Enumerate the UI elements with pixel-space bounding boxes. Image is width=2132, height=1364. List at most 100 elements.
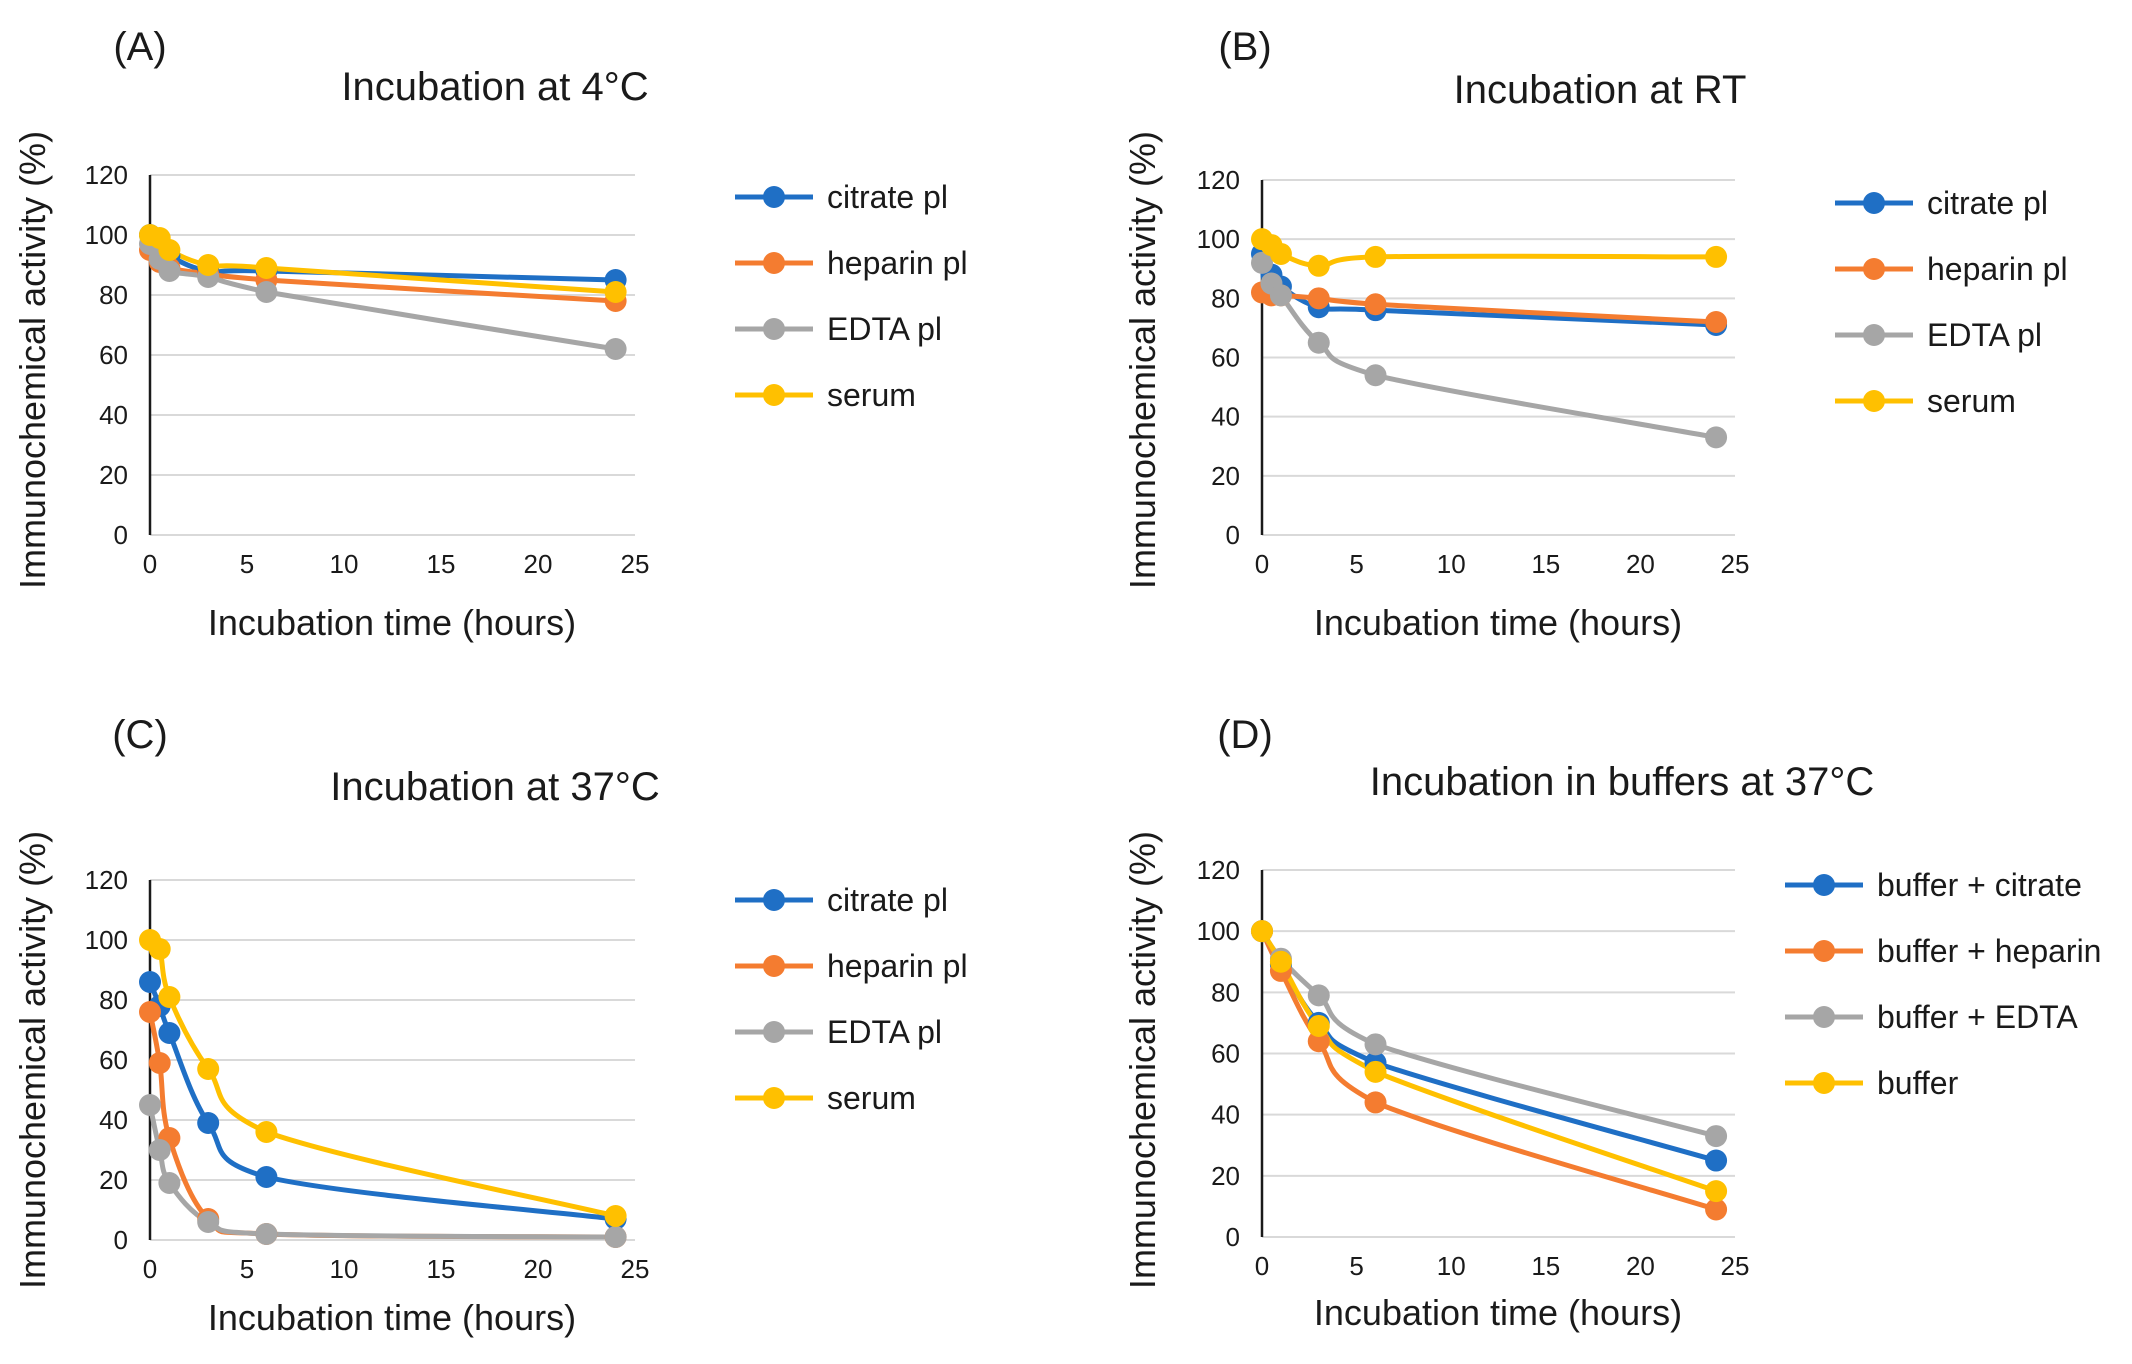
x-tick-label: 20 [524, 1254, 553, 1284]
legend-label: citrate pl [827, 882, 948, 918]
y-tick-label: 60 [99, 340, 128, 370]
data-point-serum [255, 257, 278, 279]
data-point-serum [148, 938, 171, 960]
data-point-heparin-pl [1364, 293, 1387, 316]
legend-swatch-marker [1813, 1006, 1835, 1028]
chart-title: Incubation in buffers at 37°C [1370, 760, 1874, 804]
data-point-edta-pl [1307, 331, 1330, 354]
legend-label: buffer [1877, 1065, 1959, 1101]
data-point-serum [158, 986, 181, 1008]
x-tick-label: 25 [1721, 1251, 1750, 1281]
x-tick-label: 0 [143, 1254, 157, 1284]
data-point-serum [255, 1121, 278, 1143]
data-point-heparin-pl [1307, 287, 1330, 310]
data-point-edta-pl [1251, 251, 1273, 274]
legend-swatch-marker [763, 889, 785, 911]
y-tick-label: 20 [99, 460, 128, 490]
legend-label: citrate pl [1927, 185, 2048, 221]
data-point-edta-pl [158, 260, 181, 282]
data-point-buffer-edta [1307, 984, 1330, 1007]
y-tick-label: 60 [1211, 1039, 1240, 1069]
legend-label: citrate pl [827, 179, 948, 215]
chart-title: Incubation at 4°C [341, 65, 648, 109]
legend-swatch-marker [1863, 258, 1885, 280]
y-tick-label: 20 [1211, 1161, 1240, 1191]
legend-swatch-marker [763, 252, 785, 274]
series-line-serum [148, 937, 617, 1219]
legend-label: EDTA pl [827, 1014, 942, 1050]
panel-d: (D) Incubation in buffers at 37°C 0 20 40 60 8… [1122, 713, 2101, 1333]
y-tick-label: 100 [85, 220, 128, 250]
data-point-buffer [1307, 1014, 1330, 1037]
x-axis-label: Incubation time (hours) [1314, 602, 1682, 643]
y-axis-label: Immunochemical activity (%) [12, 131, 53, 589]
data-point-buffer [1251, 920, 1273, 943]
chart-title: Incubation at 37°C [330, 765, 660, 809]
data-point-buffer [1705, 1180, 1728, 1203]
y-tick-label: 80 [99, 985, 128, 1015]
data-point-edta-pl [148, 1139, 171, 1161]
data-point-edta-pl [1269, 284, 1292, 307]
data-point-edta-pl [255, 281, 278, 303]
data-point-buffer-citrate [1705, 1149, 1728, 1172]
x-tick-label: 5 [1349, 1251, 1363, 1281]
series-line-edta-pl [1259, 261, 1717, 440]
legend-swatch-marker [1813, 874, 1835, 896]
data-point-serum [604, 1205, 627, 1227]
data-point-serum [1364, 245, 1387, 268]
series-line-serum [1260, 237, 1717, 269]
y-tick-label: 120 [85, 160, 128, 190]
y-tick-label: 60 [1211, 343, 1240, 373]
data-point-serum [197, 254, 220, 276]
legend-swatch-marker [1863, 192, 1885, 214]
x-tick-label: 15 [427, 1254, 456, 1284]
y-tick-label: 120 [1197, 165, 1240, 195]
data-point-citrate-pl [139, 971, 161, 993]
y-tick-label: 20 [1211, 461, 1240, 491]
y-tick-label: 20 [99, 1165, 128, 1195]
legend-label: buffer + citrate [1877, 867, 2082, 903]
x-axis-label: Incubation time (hours) [208, 602, 576, 643]
panel-label: (A) [113, 25, 166, 69]
y-axis-label: Immunochemical activity (%) [1122, 131, 1163, 589]
x-tick-label: 10 [1437, 1251, 1466, 1281]
legend-swatch-marker [763, 384, 785, 406]
y-tick-label: 120 [85, 865, 128, 895]
x-tick-label: 25 [621, 549, 650, 579]
y-tick-label: 40 [1211, 402, 1240, 432]
legend-label: buffer + EDTA [1877, 999, 2078, 1035]
series-line-serum [149, 232, 616, 295]
y-tick-label: 80 [1211, 283, 1240, 313]
y-tick-label: 0 [1226, 520, 1240, 550]
data-point-edta-pl [158, 1172, 181, 1194]
data-point-citrate-pl [197, 1112, 220, 1134]
x-axis-label: Incubation time (hours) [1314, 1292, 1682, 1333]
legend-label: heparin pl [827, 245, 968, 281]
data-point-citrate-pl [255, 1166, 278, 1188]
data-point-buffer-heparin [1705, 1198, 1728, 1221]
data-point-edta-pl [1364, 364, 1387, 387]
y-axis-label: Immunochemical activity (%) [1122, 831, 1163, 1289]
y-tick-label: 100 [1197, 224, 1240, 254]
y-tick-label: 120 [1197, 855, 1240, 885]
x-tick-label: 15 [1531, 1251, 1560, 1281]
legend-swatch-marker [763, 1087, 785, 1109]
y-axis-label: Immunochemical activity (%) [12, 831, 53, 1289]
data-point-buffer-heparin [1364, 1091, 1387, 1114]
y-tick-label: 0 [114, 520, 128, 550]
y-tick-label: 40 [99, 400, 128, 430]
x-tick-label: 10 [1437, 549, 1466, 579]
legend-label: EDTA pl [1927, 317, 2042, 353]
legend-swatch-marker [763, 186, 785, 208]
x-tick-label: 0 [1255, 1251, 1269, 1281]
legend-label: serum [1927, 383, 2016, 419]
x-tick-label: 20 [1626, 1251, 1655, 1281]
legend-swatch-marker [1863, 324, 1885, 346]
legend-swatch-marker [1863, 390, 1885, 412]
legend-swatch-marker [1813, 1072, 1835, 1094]
x-tick-label: 0 [143, 549, 157, 579]
data-point-edta-pl [139, 1094, 161, 1116]
panel-a: (A) Incubation at 4°C 0 20 40 60 80 100 120 0 5 10 1… [12, 25, 968, 643]
legend-label: heparin pl [827, 948, 968, 984]
